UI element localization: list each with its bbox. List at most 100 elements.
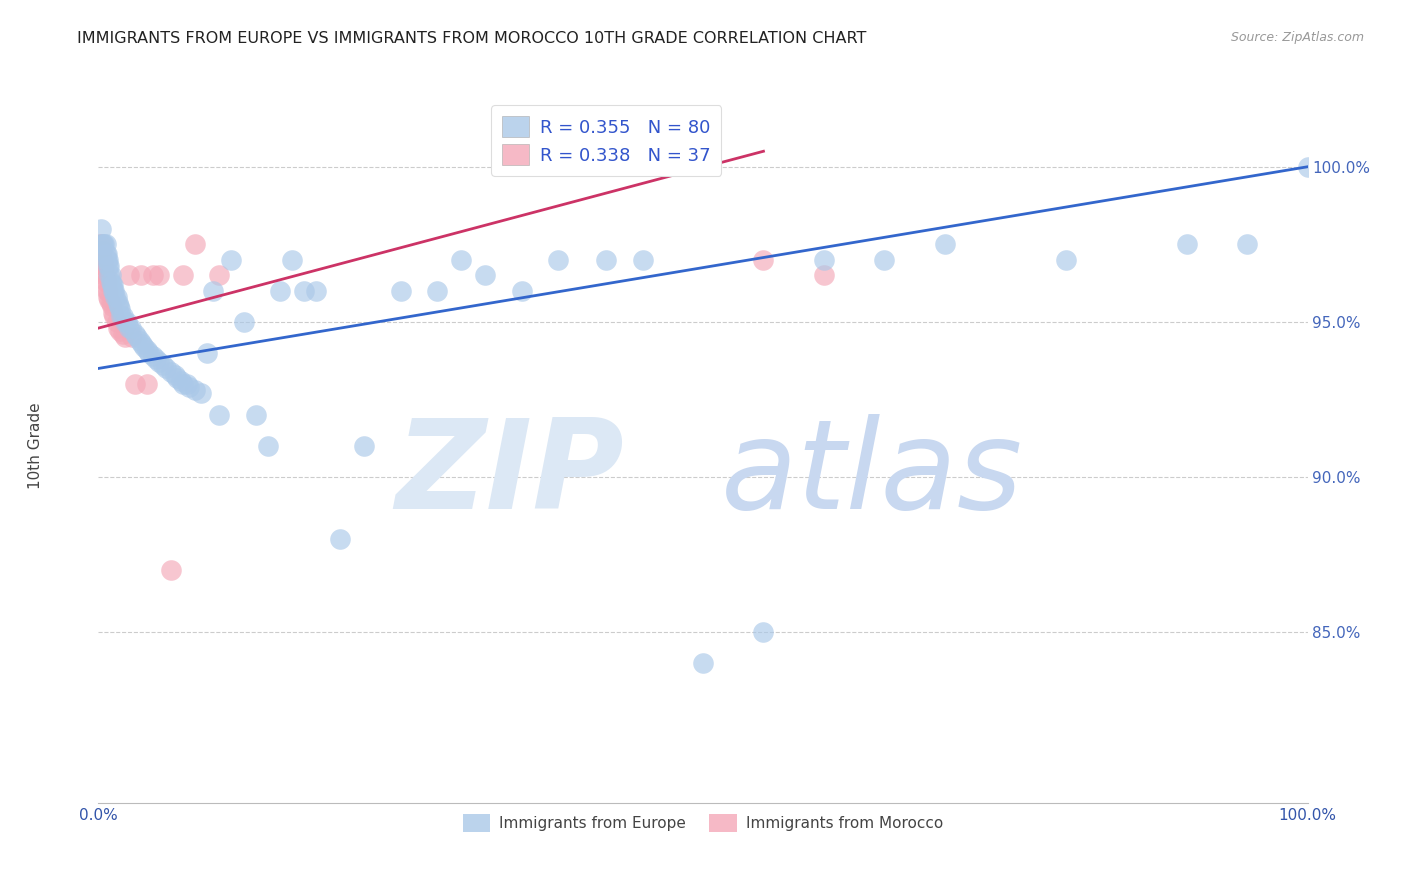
Point: [752, 252, 775, 267]
Point: [94, 237, 117, 252]
Point: [631, 252, 654, 267]
Point: [138, 346, 160, 360]
Point: [142, 349, 165, 363]
Point: [873, 252, 896, 267]
Point: [232, 315, 254, 329]
Y-axis label: 10th Grade: 10th Grade: [28, 402, 42, 490]
Point: [148, 355, 170, 369]
Point: [305, 284, 328, 298]
Point: [114, 330, 136, 344]
Point: [89, 237, 111, 252]
Point: [96, 246, 118, 260]
Point: [172, 268, 194, 283]
Point: [108, 324, 131, 338]
Point: [179, 380, 201, 394]
Point: [111, 309, 134, 323]
Point: [1175, 237, 1198, 252]
Point: [91, 252, 114, 267]
Point: [105, 290, 128, 304]
Point: [169, 374, 191, 388]
Point: [127, 330, 149, 344]
Point: [135, 376, 157, 391]
Point: [245, 408, 267, 422]
Point: [97, 284, 120, 298]
Point: [94, 268, 117, 283]
Point: [101, 277, 124, 292]
Point: [184, 237, 207, 252]
Point: [101, 305, 124, 319]
Point: [389, 284, 412, 298]
Point: [208, 268, 231, 283]
Point: [329, 532, 352, 546]
Point: [108, 299, 131, 313]
Point: [110, 309, 132, 323]
Text: Source: ZipAtlas.com: Source: ZipAtlas.com: [1230, 31, 1364, 45]
Point: [1296, 160, 1319, 174]
Text: ZIP: ZIP: [395, 414, 624, 535]
Point: [118, 268, 141, 283]
Point: [269, 284, 291, 298]
Point: [595, 252, 617, 267]
Point: [94, 275, 117, 289]
Point: [103, 284, 125, 298]
Point: [117, 315, 139, 329]
Point: [353, 439, 375, 453]
Point: [474, 268, 496, 283]
Point: [121, 330, 143, 344]
Point: [256, 439, 278, 453]
Point: [124, 327, 146, 342]
Point: [91, 244, 114, 258]
Point: [101, 284, 124, 298]
Point: [93, 268, 115, 283]
Point: [752, 625, 775, 640]
Point: [155, 361, 177, 376]
Point: [195, 346, 218, 360]
Point: [1236, 237, 1258, 252]
Point: [90, 237, 112, 252]
Point: [91, 237, 114, 252]
Point: [450, 252, 472, 267]
Point: [97, 259, 120, 273]
Point: [692, 656, 714, 670]
Point: [547, 252, 569, 267]
Point: [105, 315, 128, 329]
Point: [813, 252, 835, 267]
Point: [91, 237, 114, 252]
Point: [190, 386, 212, 401]
Point: [107, 321, 129, 335]
Point: [934, 237, 956, 252]
Point: [184, 383, 207, 397]
Point: [90, 222, 112, 236]
Point: [96, 275, 118, 289]
Point: [94, 246, 117, 260]
Point: [134, 340, 156, 354]
Point: [111, 327, 134, 342]
Point: [98, 259, 121, 273]
Point: [100, 299, 122, 313]
Point: [118, 321, 141, 335]
Point: [1054, 252, 1077, 267]
Point: [93, 237, 115, 252]
Point: [96, 284, 118, 298]
Legend: Immigrants from Europe, Immigrants from Morocco: Immigrants from Europe, Immigrants from …: [457, 808, 949, 838]
Point: [114, 315, 136, 329]
Point: [93, 259, 115, 273]
Point: [91, 252, 114, 267]
Point: [107, 296, 129, 310]
Point: [208, 408, 231, 422]
Point: [160, 365, 183, 379]
Point: [166, 370, 188, 384]
Point: [96, 252, 118, 267]
Point: [104, 290, 127, 304]
Point: [281, 252, 304, 267]
Point: [135, 343, 157, 357]
Point: [148, 268, 170, 283]
Point: [100, 277, 122, 292]
Point: [100, 296, 122, 310]
Point: [124, 376, 146, 391]
Text: atlas: atlas: [721, 414, 1024, 535]
Point: [176, 376, 198, 391]
Point: [202, 284, 225, 298]
Point: [221, 252, 243, 267]
Point: [142, 268, 165, 283]
